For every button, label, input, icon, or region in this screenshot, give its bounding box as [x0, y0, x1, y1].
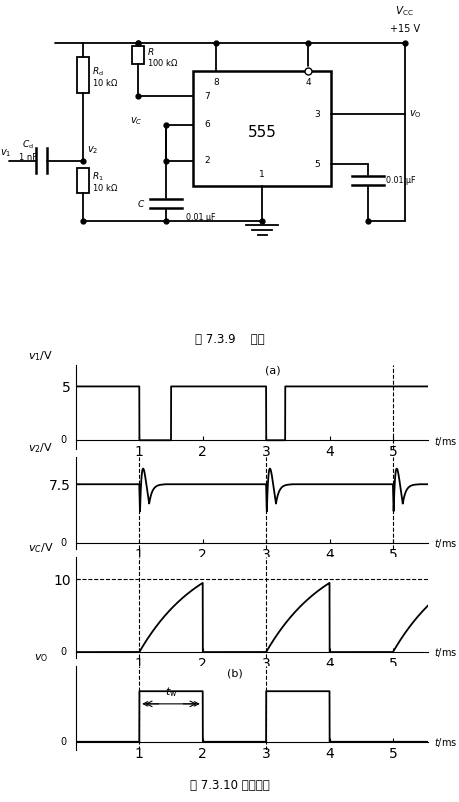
Text: $t_{\rm w}$: $t_{\rm w}$ [164, 685, 177, 699]
Text: $t$/ms: $t$/ms [433, 736, 456, 750]
Text: $v_{\rm O}$: $v_{\rm O}$ [409, 108, 421, 120]
Text: $C_{\rm d}$: $C_{\rm d}$ [22, 138, 34, 151]
Text: $v_2$: $v_2$ [87, 144, 99, 156]
Bar [193, 71, 330, 185]
Y-axis label: $v_C$/V: $v_C$/V [28, 541, 53, 555]
Text: 0.01 μF: 0.01 μF [186, 213, 215, 222]
Text: 5: 5 [314, 160, 319, 168]
Y-axis label: $v_{\rm O}$: $v_{\rm O}$ [34, 653, 48, 664]
Y-axis label: $v_2$/V: $v_2$/V [28, 441, 53, 455]
Text: (b): (b) [226, 668, 242, 678]
Text: 图 7.3.9    电路: 图 7.3.9 电路 [195, 333, 264, 346]
Text: $t$/ms: $t$/ms [433, 435, 456, 448]
Text: $t$/ms: $t$/ms [433, 537, 456, 550]
Text: 10 k$\Omega$: 10 k$\Omega$ [92, 182, 118, 192]
Text: $V_{\rm CC}$: $V_{\rm CC}$ [395, 4, 413, 18]
Text: +15 V: +15 V [389, 23, 419, 34]
Text: $R_{\rm d}$: $R_{\rm d}$ [92, 65, 104, 78]
Text: 图 7.3.10 工作波形: 图 7.3.10 工作波形 [190, 780, 269, 792]
Text: 7: 7 [204, 92, 209, 101]
Text: 8: 8 [213, 78, 218, 87]
Text: 6: 6 [204, 120, 209, 129]
Text: $v_1$: $v_1$ [0, 148, 11, 160]
Text: 0: 0 [60, 647, 66, 657]
Text: 2: 2 [204, 156, 209, 165]
Text: 4: 4 [305, 78, 310, 87]
Text: 1 nF: 1 nF [18, 152, 37, 161]
Text: 0.01 μF: 0.01 μF [386, 176, 415, 184]
Text: $v_C$: $v_C$ [130, 115, 142, 128]
Text: $C$: $C$ [136, 198, 145, 209]
Text: 10 k$\Omega$: 10 k$\Omega$ [92, 76, 118, 87]
Text: $t$/ms: $t$/ms [433, 646, 456, 659]
Text: (a): (a) [264, 366, 280, 375]
Text: 0: 0 [60, 737, 66, 747]
Bar [132, 47, 144, 64]
Text: 100 k$\Omega$: 100 k$\Omega$ [147, 57, 179, 68]
Text: $R$: $R$ [147, 47, 155, 57]
Bar [77, 57, 89, 93]
Text: 0: 0 [60, 435, 66, 445]
Text: 0: 0 [60, 538, 66, 548]
Text: 555: 555 [247, 124, 276, 140]
Bar [77, 168, 89, 192]
Text: 1: 1 [259, 170, 264, 180]
Text: $R_1$: $R_1$ [92, 170, 104, 183]
Text: 3: 3 [314, 110, 319, 119]
Y-axis label: $v_1$/V: $v_1$/V [28, 350, 53, 363]
